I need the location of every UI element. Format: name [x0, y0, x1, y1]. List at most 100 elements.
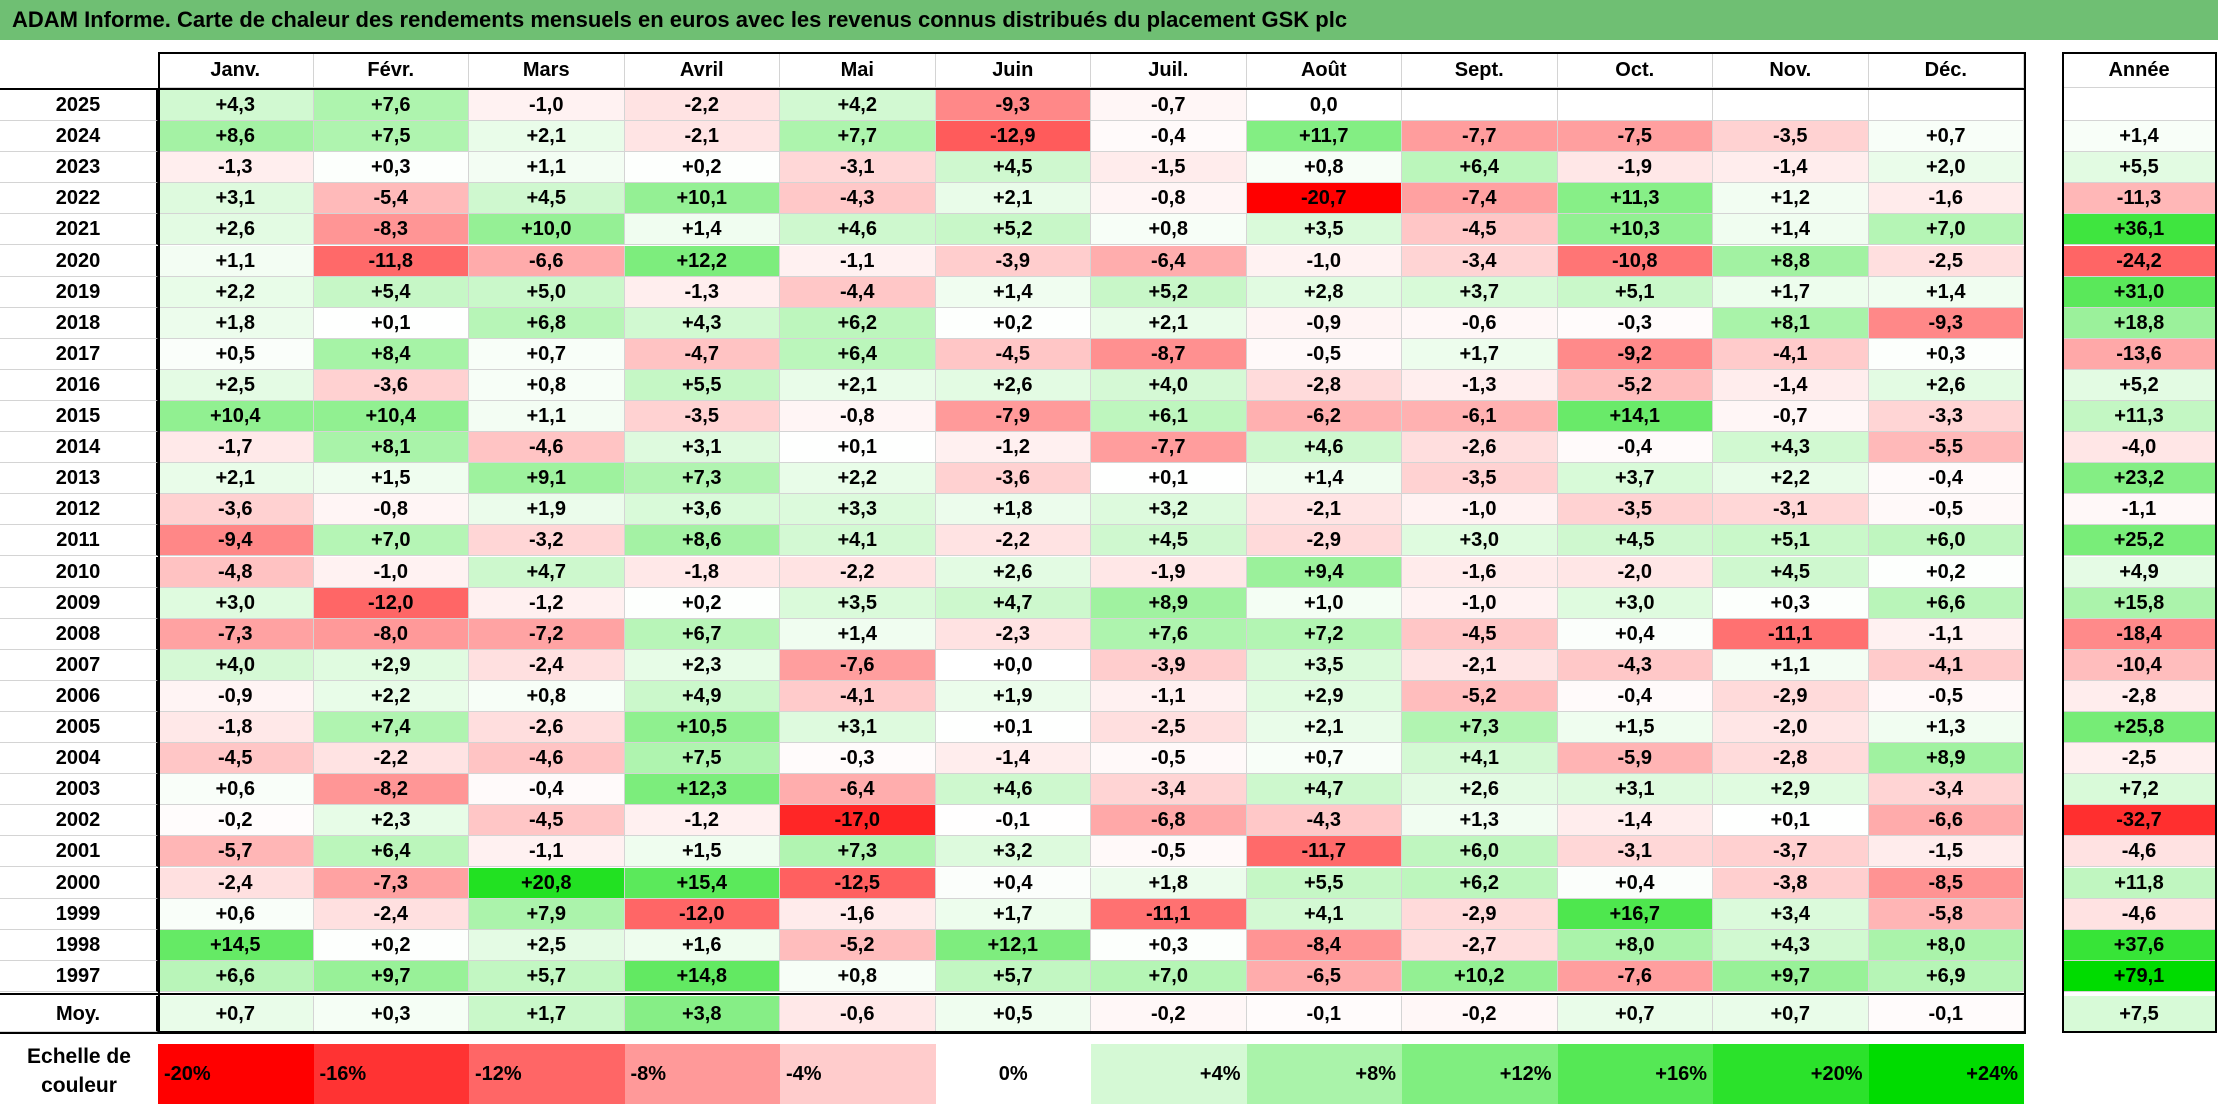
legend-swatch: -12%: [469, 1044, 625, 1104]
month-return-cell: -3,5: [1557, 494, 1713, 526]
month-return-cell: +3,7: [1557, 463, 1713, 495]
average-cell: -0,1: [1246, 995, 1402, 1032]
month-return-cell: +4,5: [469, 183, 625, 215]
month-return-cell: +1,4: [1868, 276, 2024, 308]
month-return-cell: -1,0: [313, 556, 469, 588]
month-return-cell: +4,9: [624, 680, 780, 712]
month-return-cell: +7,0: [1868, 214, 2024, 246]
month-return-cell: +7,3: [1402, 712, 1558, 744]
average-cell: -0,6: [780, 995, 936, 1032]
month-return-cell: -3,5: [1713, 121, 1869, 153]
month-return-cell: -1,1: [469, 836, 625, 868]
month-return-cell: +9,7: [313, 960, 469, 992]
month-return-cell: +6,9: [1868, 960, 2024, 992]
annual-return-cell: +37,6: [2062, 929, 2217, 961]
month-return-cell: +3,7: [1402, 276, 1558, 308]
month-return-cell: +3,2: [1091, 494, 1247, 526]
average-bottom-line: [0, 1031, 2026, 1034]
month-return-cell: +4,1: [780, 525, 936, 557]
month-return-cell: -11,7: [1246, 836, 1402, 868]
month-return-cell: -2,0: [1713, 712, 1869, 744]
month-return-cell: +8,1: [1713, 307, 1869, 339]
month-return-cell: -0,3: [780, 743, 936, 775]
average-cell: +0,5: [935, 995, 1091, 1032]
month-return-cell: +0,5: [158, 338, 314, 370]
legend-swatch: +8%: [1246, 1044, 1402, 1104]
year-label: 2006: [0, 680, 158, 712]
month-return-cell: +4,5: [1557, 525, 1713, 557]
month-return-cell: -11,1: [1713, 618, 1869, 650]
month-return-cell: +0,2: [313, 929, 469, 961]
month-header: Déc.: [1868, 52, 2024, 88]
month-return-cell: +1,5: [313, 463, 469, 495]
month-return-cell: +1,4: [1713, 214, 1869, 246]
month-return-cell: +0,2: [1868, 556, 2024, 588]
month-return-cell: +4,3: [158, 90, 314, 122]
month-return-cell: +3,5: [780, 587, 936, 619]
annual-return-cell: +1,4: [2062, 121, 2217, 153]
month-return-cell: +3,0: [158, 587, 314, 619]
month-return-cell: -1,3: [624, 276, 780, 308]
month-return-cell: +6,4: [313, 836, 469, 868]
month-return-cell: -4,6: [469, 432, 625, 464]
month-header: Juin: [935, 52, 1091, 88]
year-label: 2002: [0, 805, 158, 837]
month-return-cell: +7,0: [1091, 960, 1247, 992]
average-cell: +0,7: [1557, 995, 1713, 1032]
month-return-cell: -7,6: [1557, 960, 1713, 992]
month-return-cell: +14,5: [158, 929, 314, 961]
month-return-cell: -6,4: [780, 774, 936, 806]
month-return-cell: +6,2: [780, 307, 936, 339]
month-return-cell: -9,3: [1868, 307, 2024, 339]
month-return-cell: -8,7: [1091, 338, 1247, 370]
month-return-cell: +5,7: [469, 960, 625, 992]
annual-return-cell: +18,8: [2062, 307, 2217, 339]
month-header: Janv.: [158, 52, 314, 88]
month-return-cell: -4,5: [469, 805, 625, 837]
month-return-cell: +0,2: [935, 307, 1091, 339]
year-column-header: Année: [2062, 52, 2217, 88]
month-return-cell: -5,2: [1557, 369, 1713, 401]
annual-return-cell: -4,6: [2062, 836, 2217, 868]
legend-swatch: -4%: [780, 1044, 936, 1104]
annual-return-cell: +23,2: [2062, 463, 2217, 495]
month-return-cell: +2,1: [158, 463, 314, 495]
month-return-cell: +4,7: [1246, 774, 1402, 806]
month-return-cell: +8,8: [1713, 245, 1869, 277]
month-return-cell: -3,5: [1402, 463, 1558, 495]
month-return-cell: -1,2: [624, 805, 780, 837]
month-return-cell: -3,2: [469, 525, 625, 557]
month-return-cell: +2,2: [313, 680, 469, 712]
month-return-cell: -4,1: [1713, 338, 1869, 370]
month-return-cell: +7,2: [1246, 618, 1402, 650]
month-return-cell: +3,6: [624, 494, 780, 526]
month-return-cell: +7,6: [313, 90, 469, 122]
month-return-cell: -9,2: [1557, 338, 1713, 370]
month-return-cell: 0,0: [1246, 90, 1402, 122]
month-return-cell: +2,9: [313, 649, 469, 681]
month-return-cell: +10,5: [624, 712, 780, 744]
month-return-cell: -0,8: [313, 494, 469, 526]
annual-return-cell: -2,8: [2062, 680, 2217, 712]
month-return-cell: +1,2: [1713, 183, 1869, 215]
month-return-cell: -1,3: [1402, 369, 1558, 401]
month-return-cell: +0,1: [935, 712, 1091, 744]
month-return-cell: +8,9: [1091, 587, 1247, 619]
month-return-cell: +2,6: [935, 556, 1091, 588]
year-label: 2008: [0, 618, 158, 650]
legend-swatch: +16%: [1557, 1044, 1713, 1104]
annual-return-cell: -32,7: [2062, 805, 2217, 837]
month-return-cell: +9,7: [1713, 960, 1869, 992]
month-return-cell: +7,7: [780, 121, 936, 153]
month-return-cell: -0,8: [1091, 183, 1247, 215]
month-return-cell: +1,5: [1557, 712, 1713, 744]
month-return-cell: +12,2: [624, 245, 780, 277]
month-return-cell: +8,0: [1868, 929, 2024, 961]
month-return-cell: -0,8: [780, 401, 936, 433]
month-return-cell: -3,4: [1868, 774, 2024, 806]
month-return-cell: -6,2: [1246, 401, 1402, 433]
month-return-cell: -4,4: [780, 276, 936, 308]
legend-swatch: -16%: [313, 1044, 469, 1104]
month-return-cell: -3,3: [1868, 401, 2024, 433]
average-cell: +1,7: [469, 995, 625, 1032]
